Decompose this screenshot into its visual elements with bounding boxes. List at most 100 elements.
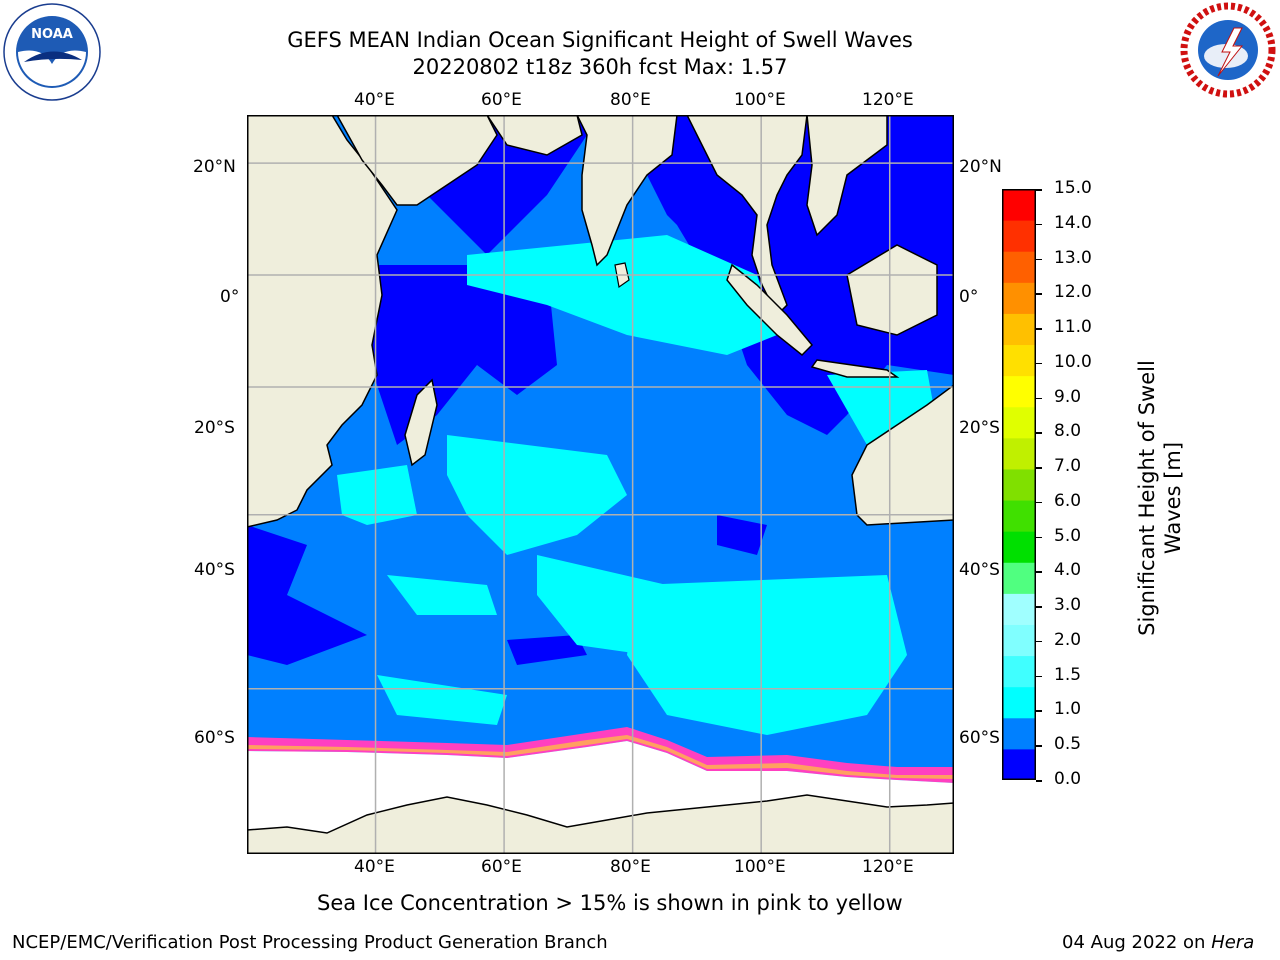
lon-tick-top: 120°E	[862, 90, 914, 110]
colorbar-tick-label: 5.0	[1054, 525, 1082, 546]
colorbar-segment	[1002, 500, 1036, 532]
lat-tick-left: 40°S	[194, 560, 235, 580]
colorbar-tick-mark	[1036, 640, 1042, 643]
colorbar-tick-mark	[1036, 362, 1042, 365]
lat-tick-right: 0°	[959, 287, 979, 307]
footer-date-text: 04 Aug 2022 on	[1062, 932, 1206, 953]
land-borneo	[846, 244, 938, 336]
colorbar-tick-label: 9.0	[1054, 386, 1082, 407]
footer-host: Hera	[1211, 932, 1255, 953]
colorbar-segment	[1002, 562, 1036, 594]
footer-credit: NCEP/EMC/Verification Post Processing Pr…	[12, 932, 608, 953]
graticule	[247, 115, 954, 854]
colorbar-tick-mark	[1036, 223, 1042, 226]
colorbar-label-line1: Significant Height of Swell	[1135, 360, 1159, 636]
land-madagascar	[404, 378, 438, 467]
lat-tick-right: 60°S	[959, 728, 1000, 748]
lon-tick-bottom: 80°E	[610, 857, 651, 877]
colorbar-tick-mark	[1036, 501, 1042, 504]
colorbar-segment	[1002, 313, 1036, 346]
lon-tick-bottom: 60°E	[481, 857, 522, 877]
land-india	[576, 115, 678, 267]
colorbar	[1002, 189, 1036, 781]
colorbar-tick-label: 12.0	[1054, 282, 1092, 303]
map-title: GEFS MEAN Indian Ocean Significant Heigh…	[287, 28, 913, 52]
colorbar-tick-mark	[1036, 780, 1042, 782]
map-subtitle: 20220802 t18z 360h fcst Max: 1.57	[412, 55, 788, 79]
high-swell-patch-equatorial	[467, 235, 777, 355]
colorbar-segment	[1002, 189, 1036, 221]
lat-tick-right: 20°N	[959, 157, 1002, 177]
colorbar-tick-label: 13.0	[1054, 247, 1092, 268]
sea-ice-edge	[247, 727, 954, 783]
colorbar-tick-mark	[1036, 467, 1042, 469]
map-frame	[247, 115, 954, 854]
colorbar-segment	[1002, 655, 1036, 688]
colorbar-tick-label: 1.5	[1054, 664, 1082, 685]
colorbar-tick-label: 4.0	[1054, 560, 1082, 581]
colorbar-tick-label: 1.0	[1054, 699, 1082, 720]
colorbar-segment	[1002, 220, 1036, 252]
lat-tick-right: 40°S	[959, 560, 1000, 580]
high-swell-patch-southern	[627, 575, 907, 735]
footer-date: 04 Aug 2022 on Hera	[1062, 932, 1254, 953]
land-antarctica	[247, 794, 954, 854]
colorbar-segment	[1002, 593, 1036, 625]
colorbar-tick-label: 15.0	[1054, 178, 1092, 198]
colorbar-tick-label: 0.0	[1054, 769, 1082, 789]
colorbar-segment	[1002, 406, 1036, 439]
colorbar-tick-mark	[1036, 258, 1042, 261]
colorbar-tick-label: 14.0	[1054, 212, 1092, 233]
colorbar-segment	[1002, 375, 1036, 408]
colorbar-segment	[1002, 251, 1036, 283]
lat-tick-left: 0°	[220, 287, 240, 307]
colorbar-tick-mark	[1036, 606, 1042, 608]
land-arabia	[336, 115, 498, 206]
lat-tick-left: 20°S	[194, 418, 235, 438]
lon-tick-top: 40°E	[354, 90, 395, 110]
high-swell-patch-central	[447, 435, 627, 555]
colorbar-tick-label: 6.0	[1054, 490, 1082, 511]
colorbar-tick-mark	[1036, 189, 1042, 191]
colorbar-label-line2: Waves [m]	[1161, 441, 1185, 555]
lat-tick-left: 60°S	[194, 728, 235, 748]
colorbar-tick-mark	[1036, 710, 1042, 712]
colorbar-tick-mark	[1036, 293, 1042, 295]
lat-tick-right: 20°S	[959, 418, 1000, 438]
colorbar-label: Significant Height of Swell Waves [m]	[1134, 318, 1186, 678]
colorbar-segment	[1002, 531, 1036, 563]
map-svg	[247, 115, 954, 854]
colorbar-tick-label: 3.0	[1054, 595, 1082, 616]
colorbar-tick-mark	[1036, 571, 1042, 573]
colorbar-tick-label: 2.0	[1054, 629, 1082, 650]
colorbar-segment	[1002, 686, 1036, 719]
colorbar-tick-label: 10.0	[1054, 351, 1092, 372]
colorbar-segment	[1002, 282, 1036, 314]
colorbar-tick-label: 11.0	[1054, 317, 1092, 338]
colorbar-tick-mark	[1036, 536, 1042, 539]
land-sumatra	[726, 263, 814, 357]
lon-tick-bottom: 100°E	[734, 857, 786, 877]
colorbar-segment	[1002, 468, 1036, 501]
sea-ice-note: Sea Ice Concentration > 15% is shown in …	[317, 891, 903, 915]
colorbar-tick-mark	[1036, 675, 1042, 678]
colorbar-frame	[1002, 189, 1036, 780]
lon-tick-top: 100°E	[734, 90, 786, 110]
lon-tick-bottom: 40°E	[354, 857, 395, 877]
noaa-logo-text: NOAA	[31, 27, 73, 42]
colorbar-segment	[1002, 344, 1036, 377]
colorbar-segment	[1002, 437, 1036, 470]
colorbar-tick-mark	[1036, 397, 1042, 400]
lon-tick-top: 80°E	[610, 90, 651, 110]
colorbar-tick-mark	[1036, 328, 1042, 330]
colorbar-ticks: 15.0 14.0 13.0 12.0 11.0 10.0 9.0 8.0 7.0 6.0 5.0 4…	[1036, 0, 1100, 960]
lon-tick-top: 60°E	[481, 90, 522, 110]
colorbar-segment	[1002, 748, 1036, 781]
lon-tick-bottom: 120°E	[862, 857, 914, 877]
colorbar-segment	[1002, 624, 1036, 657]
colorbar-segment	[1002, 717, 1036, 750]
nws-logo	[1178, 0, 1278, 100]
colorbar-svg	[1002, 189, 1036, 781]
colorbar-tick-label: 0.5	[1054, 734, 1082, 755]
colorbar-tick-label: 8.0	[1054, 421, 1082, 442]
